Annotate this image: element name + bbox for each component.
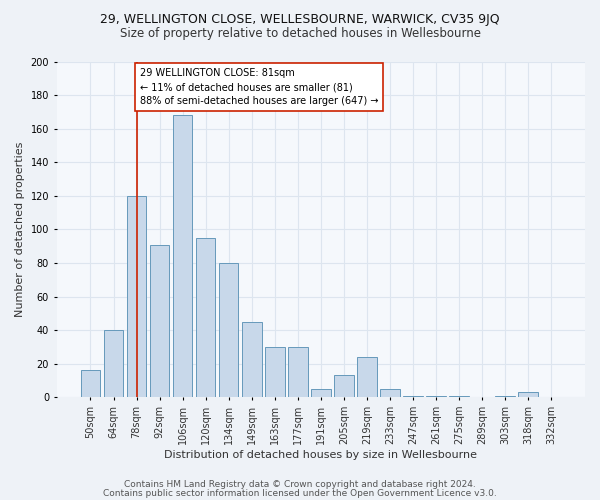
Y-axis label: Number of detached properties: Number of detached properties bbox=[15, 142, 25, 317]
Bar bbox=[380, 389, 400, 398]
Bar bbox=[518, 392, 538, 398]
Bar bbox=[173, 115, 193, 398]
Text: 29, WELLINGTON CLOSE, WELLESBOURNE, WARWICK, CV35 9JQ: 29, WELLINGTON CLOSE, WELLESBOURNE, WARW… bbox=[100, 12, 500, 26]
Bar bbox=[449, 396, 469, 398]
Bar bbox=[311, 389, 331, 398]
Bar bbox=[426, 396, 446, 398]
Bar bbox=[334, 376, 353, 398]
Bar bbox=[357, 357, 377, 398]
Text: 29 WELLINGTON CLOSE: 81sqm
← 11% of detached houses are smaller (81)
88% of semi: 29 WELLINGTON CLOSE: 81sqm ← 11% of deta… bbox=[140, 68, 379, 106]
Bar bbox=[265, 347, 284, 398]
Text: Contains HM Land Registry data © Crown copyright and database right 2024.: Contains HM Land Registry data © Crown c… bbox=[124, 480, 476, 489]
Bar bbox=[127, 196, 146, 398]
X-axis label: Distribution of detached houses by size in Wellesbourne: Distribution of detached houses by size … bbox=[164, 450, 478, 460]
Bar bbox=[219, 263, 238, 398]
Bar bbox=[150, 244, 169, 398]
Bar bbox=[403, 396, 423, 398]
Bar bbox=[288, 347, 308, 398]
Bar bbox=[242, 322, 262, 398]
Bar bbox=[496, 396, 515, 398]
Bar bbox=[104, 330, 124, 398]
Bar bbox=[196, 238, 215, 398]
Bar bbox=[81, 370, 100, 398]
Text: Size of property relative to detached houses in Wellesbourne: Size of property relative to detached ho… bbox=[119, 28, 481, 40]
Text: Contains public sector information licensed under the Open Government Licence v3: Contains public sector information licen… bbox=[103, 488, 497, 498]
